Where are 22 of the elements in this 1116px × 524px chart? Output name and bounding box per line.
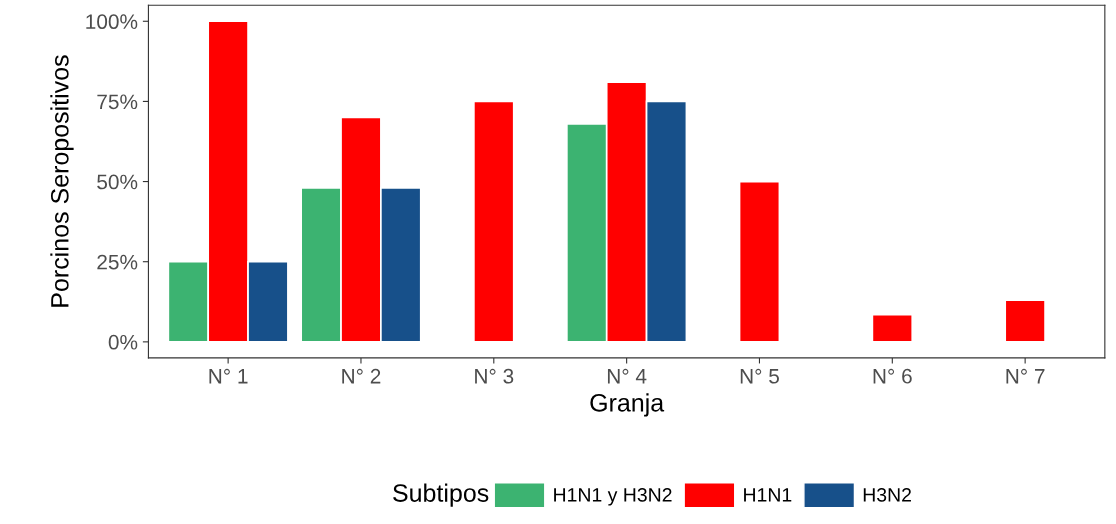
x-tick-label: N° 1 [209,368,248,384]
x-axis-title: Granja [590,393,665,417]
x-tick-label: N° 4 [607,368,647,384]
y-tick-label: 25% [97,254,138,270]
y-tick-label: 100% [86,14,138,30]
bar [1004,299,1046,343]
y-tick-label: 75% [97,94,138,110]
legend-title: Subtipos [393,483,489,507]
legend-label: H3N2 [863,487,911,502]
y-axis-title: Porcinos Seropositivos [50,55,74,307]
x-tick-label: N° 3 [475,368,514,384]
bar [738,180,781,343]
y-tick-label: 0% [108,334,138,350]
bar [871,313,914,343]
x-tick-label: N° 2 [342,368,381,384]
x-tick-label: N° 6 [873,368,912,384]
y-tick-label: 50% [97,174,138,190]
x-tick-label: N° 7 [1006,368,1045,384]
bar [473,100,515,343]
legend-label: H1N1 [744,488,792,502]
legend-label: H1N1 y H3N2 [554,487,672,506]
x-tick-label: N° 5 [740,368,779,384]
